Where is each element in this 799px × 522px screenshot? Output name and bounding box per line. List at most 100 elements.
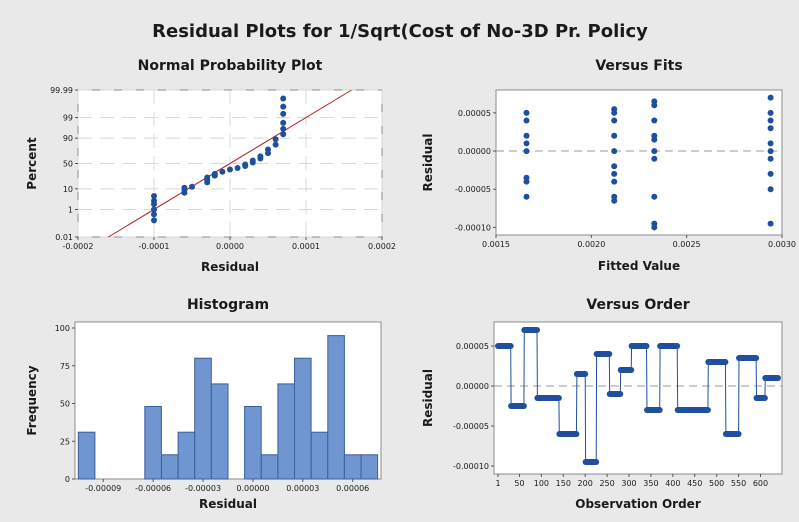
data-point (151, 193, 157, 199)
data-point (611, 163, 617, 169)
figure-title: Residual Plots for 1/Sqrt(Cost of No-3D … (152, 21, 648, 42)
y-tick-label: -0.00005 (455, 185, 491, 194)
data-point (265, 147, 271, 153)
data-point (768, 140, 774, 146)
y-axis-label: Frequency (25, 365, 39, 435)
y-tick-label: 0.00005 (458, 109, 491, 118)
data-point (524, 140, 530, 146)
x-tick-label: 0.0002 (368, 242, 396, 251)
x-tick-label: 250 (599, 479, 614, 488)
data-point (212, 171, 218, 177)
x-tick-label: 0.0020 (577, 240, 605, 249)
x-tick-label: -0.0001 (139, 242, 170, 251)
x-tick-label: 300 (621, 479, 636, 488)
y-tick-label: 0.00000 (456, 382, 489, 391)
x-axis-label: Residual (201, 260, 259, 274)
data-point (280, 111, 286, 117)
y-axis-label: Residual (421, 369, 435, 427)
data-point (651, 224, 657, 230)
x-tick-label: 0.0001 (292, 242, 320, 251)
histogram-bar (195, 358, 212, 479)
x-tick-label: 450 (687, 479, 702, 488)
data-point (189, 184, 195, 190)
histogram-bar (78, 432, 95, 479)
data-point (524, 179, 530, 185)
y-tick-label: -0.00010 (453, 462, 489, 471)
histogram-bar (245, 407, 262, 480)
histogram-bar (311, 432, 328, 479)
panel-title: Versus Order (586, 297, 689, 313)
x-tick-label: 1 (495, 479, 500, 488)
y-tick-label: 0.01 (55, 233, 73, 242)
y-tick-label: 90 (63, 134, 73, 143)
x-tick-label: 0.00000 (236, 484, 269, 493)
x-tick-label: 0.0015 (482, 240, 510, 249)
histogram-bar (278, 384, 295, 479)
data-point (611, 198, 617, 204)
x-tick-label: 400 (665, 479, 680, 488)
histogram-bar (178, 432, 195, 479)
x-tick-label: 600 (753, 479, 768, 488)
panel-title: Histogram (187, 297, 269, 313)
x-tick-label: 550 (731, 479, 746, 488)
data-point (280, 104, 286, 110)
data-point (524, 118, 530, 124)
data-point (768, 186, 774, 192)
histogram-bar (261, 455, 278, 479)
data-point (257, 153, 263, 159)
y-tick-label: 0 (65, 475, 70, 484)
y-tick-label: 25 (60, 437, 70, 446)
data-point (768, 110, 774, 116)
y-tick-label: 10 (63, 185, 73, 194)
data-point (651, 148, 657, 154)
data-point (235, 165, 241, 171)
y-tick-label: 50 (60, 400, 70, 409)
x-tick-label: 0.00006 (336, 484, 369, 493)
y-axis-label: Percent (25, 137, 39, 190)
data-point (273, 136, 279, 142)
data-point (651, 137, 657, 143)
panel-title: Versus Fits (595, 58, 682, 74)
y-tick-label: 1 (68, 205, 73, 214)
x-tick-label: 200 (578, 479, 593, 488)
data-point (280, 126, 286, 132)
histogram-bar (361, 455, 378, 479)
y-tick-label: 50 (63, 160, 73, 169)
histogram-bar (344, 455, 361, 479)
data-point (768, 125, 774, 131)
data-point (273, 142, 279, 148)
data-point (181, 185, 187, 191)
data-point (768, 221, 774, 227)
x-tick-label: 500 (709, 479, 724, 488)
y-tick-label: -0.00010 (455, 223, 491, 232)
x-tick-label: 100 (534, 479, 549, 488)
versus-fits-panel: Versus Fits 0.0015 0.0020 0.0025 0.0030 -0.00… (421, 58, 796, 273)
x-tick-label: -0.00009 (85, 484, 121, 493)
data-point (768, 95, 774, 101)
data-point (611, 133, 617, 139)
data-point (768, 118, 774, 124)
x-tick-label: 0.0000 (216, 242, 244, 251)
x-axis-label: Residual (199, 497, 257, 511)
data-point (524, 110, 530, 116)
x-tick-label: 0.0025 (673, 240, 701, 249)
y-tick-label: 100 (55, 324, 70, 333)
data-point (204, 175, 210, 181)
data-point (651, 102, 657, 108)
x-tick-label: 150 (556, 479, 571, 488)
y-axis-label: Residual (421, 134, 435, 192)
x-axis-label: Fitted Value (598, 259, 680, 273)
y-tick-label: 99 (63, 114, 73, 123)
histogram-bar (211, 384, 228, 479)
data-point (651, 118, 657, 124)
data-point (524, 133, 530, 139)
x-tick-label: -0.00006 (135, 484, 171, 493)
data-point (611, 118, 617, 124)
data-point (611, 148, 617, 154)
data-point (280, 120, 286, 126)
panel-title: Normal Probability Plot (138, 58, 323, 74)
data-point (280, 131, 286, 137)
